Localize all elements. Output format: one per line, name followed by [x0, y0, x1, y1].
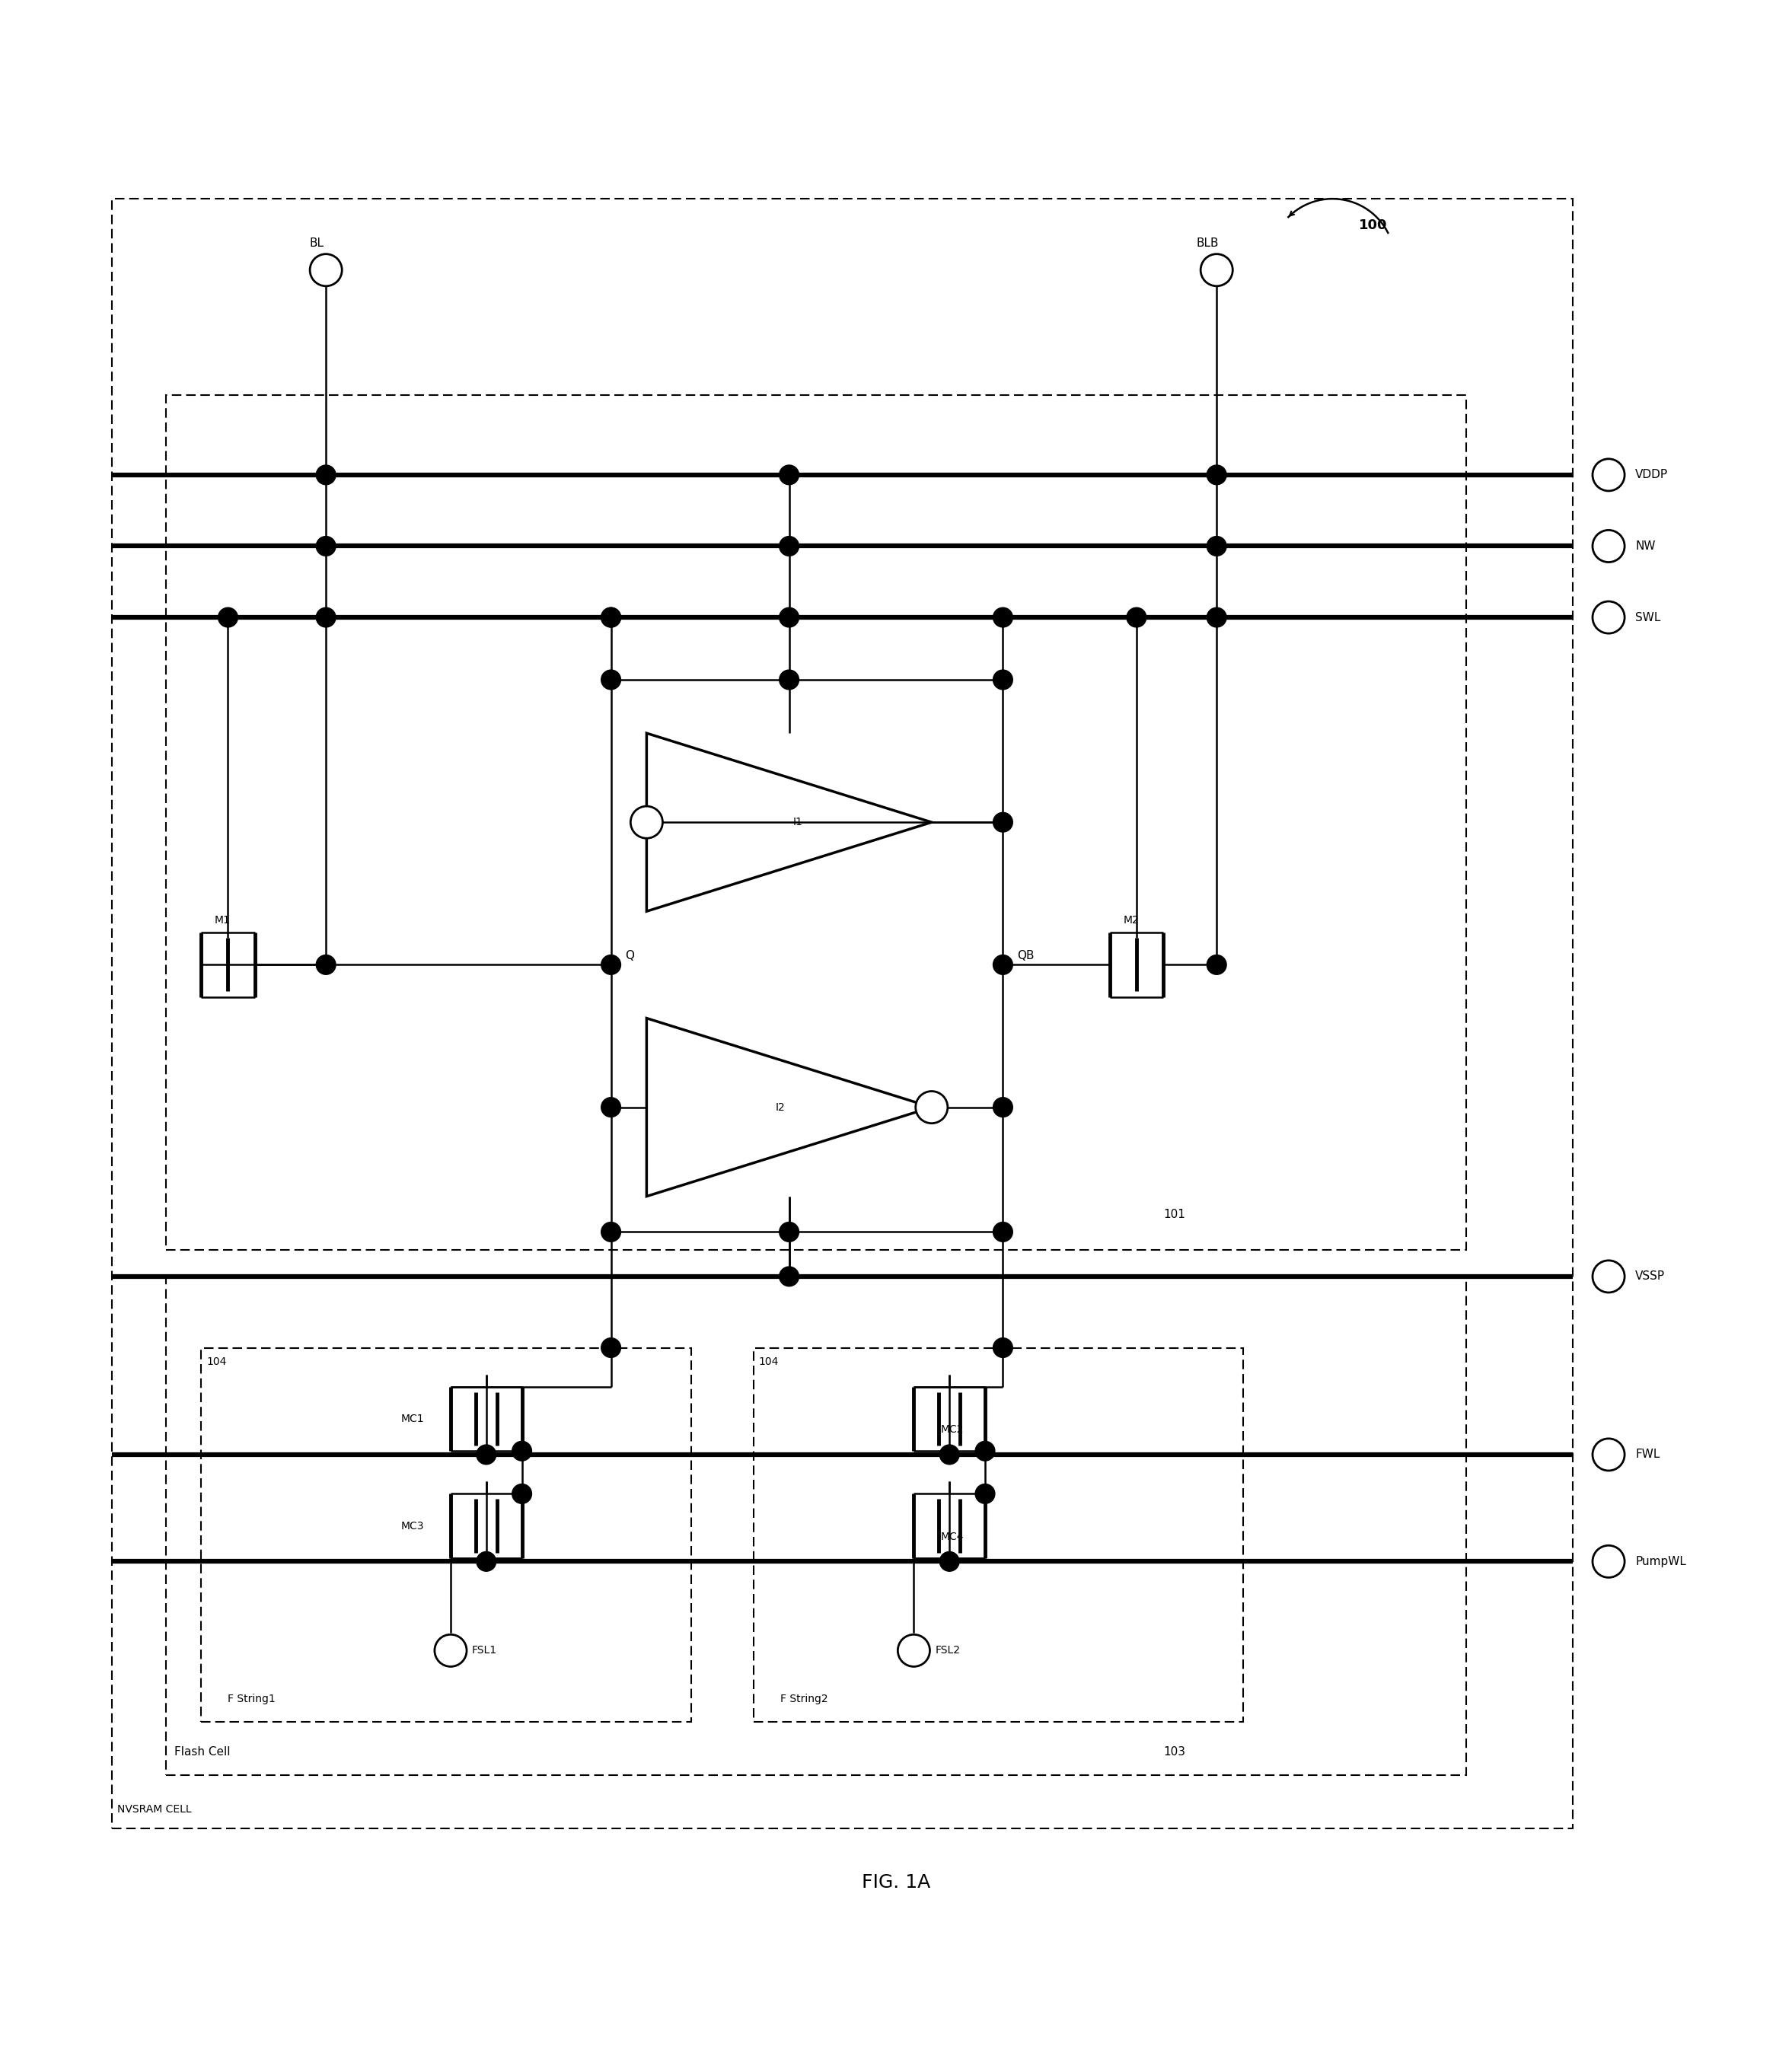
Text: FIG. 1A: FIG. 1A	[862, 1873, 930, 1892]
Circle shape	[1206, 537, 1226, 555]
Text: BLB: BLB	[1197, 238, 1219, 249]
Text: NVSRAM CELL: NVSRAM CELL	[118, 1805, 192, 1815]
Circle shape	[1206, 464, 1226, 485]
Circle shape	[600, 955, 620, 974]
Circle shape	[780, 607, 799, 628]
Circle shape	[939, 1552, 959, 1571]
Circle shape	[993, 955, 1012, 974]
Circle shape	[1206, 955, 1226, 974]
Circle shape	[780, 1222, 799, 1241]
Text: VDDP: VDDP	[1636, 468, 1668, 481]
Text: Flash Cell: Flash Cell	[174, 1747, 231, 1757]
Circle shape	[993, 607, 1012, 628]
Bar	[753, 1347, 1244, 1722]
Circle shape	[435, 1635, 466, 1666]
Circle shape	[975, 1484, 995, 1504]
Circle shape	[513, 1442, 532, 1461]
Circle shape	[1593, 601, 1625, 634]
Circle shape	[477, 1552, 496, 1571]
Circle shape	[939, 1444, 959, 1465]
Circle shape	[993, 1222, 1012, 1241]
Circle shape	[600, 607, 620, 628]
Bar	[113, 199, 1573, 1830]
Text: F String1: F String1	[228, 1693, 276, 1703]
Circle shape	[600, 669, 620, 690]
Circle shape	[315, 607, 335, 628]
Text: I1: I1	[794, 816, 803, 827]
Text: 101: 101	[1163, 1208, 1185, 1220]
Circle shape	[631, 806, 663, 839]
Text: 104: 104	[206, 1357, 226, 1368]
Circle shape	[975, 1442, 995, 1461]
Circle shape	[315, 537, 335, 555]
Circle shape	[993, 669, 1012, 690]
Circle shape	[780, 537, 799, 555]
Text: I2: I2	[776, 1102, 785, 1113]
Circle shape	[1206, 607, 1226, 628]
Text: MC4: MC4	[941, 1531, 964, 1542]
Circle shape	[1127, 607, 1147, 628]
Circle shape	[315, 464, 335, 485]
Circle shape	[780, 1266, 799, 1287]
Circle shape	[780, 464, 799, 485]
Circle shape	[315, 955, 335, 974]
Text: M1: M1	[215, 916, 231, 926]
Circle shape	[1593, 1438, 1625, 1471]
Circle shape	[600, 1339, 620, 1357]
Circle shape	[1593, 1546, 1625, 1577]
Circle shape	[600, 1222, 620, 1241]
Text: F String2: F String2	[780, 1693, 828, 1703]
Text: 103: 103	[1163, 1747, 1185, 1757]
Text: MC2: MC2	[941, 1423, 964, 1436]
Circle shape	[219, 607, 238, 628]
Circle shape	[600, 1098, 620, 1117]
Circle shape	[477, 1444, 496, 1465]
Circle shape	[310, 255, 342, 286]
Circle shape	[1201, 255, 1233, 286]
Circle shape	[513, 1484, 532, 1504]
Circle shape	[898, 1635, 930, 1666]
Bar	[165, 1276, 1466, 1776]
Text: PumpWL: PumpWL	[1636, 1556, 1686, 1566]
Text: 100: 100	[1358, 220, 1387, 232]
Bar	[201, 1347, 692, 1722]
Text: FSL1: FSL1	[471, 1645, 496, 1656]
Bar	[165, 396, 1466, 1249]
Circle shape	[1593, 458, 1625, 491]
Text: QB: QB	[1018, 951, 1034, 961]
Circle shape	[916, 1092, 948, 1123]
Text: FWL: FWL	[1636, 1448, 1659, 1461]
Text: 104: 104	[758, 1357, 780, 1368]
Text: BL: BL	[310, 238, 324, 249]
Text: Q: Q	[625, 951, 634, 961]
Text: VSSP: VSSP	[1636, 1270, 1665, 1283]
Circle shape	[993, 812, 1012, 833]
Circle shape	[993, 1098, 1012, 1117]
Text: SWL: SWL	[1636, 611, 1661, 624]
Text: FSL2: FSL2	[935, 1645, 961, 1656]
Text: NW: NW	[1636, 541, 1656, 551]
Circle shape	[1593, 1260, 1625, 1293]
Circle shape	[1593, 530, 1625, 562]
Text: M2: M2	[1124, 916, 1140, 926]
Circle shape	[993, 1339, 1012, 1357]
Circle shape	[780, 669, 799, 690]
Text: MC3: MC3	[401, 1521, 425, 1531]
Text: MC1: MC1	[401, 1413, 425, 1423]
Circle shape	[600, 607, 620, 628]
